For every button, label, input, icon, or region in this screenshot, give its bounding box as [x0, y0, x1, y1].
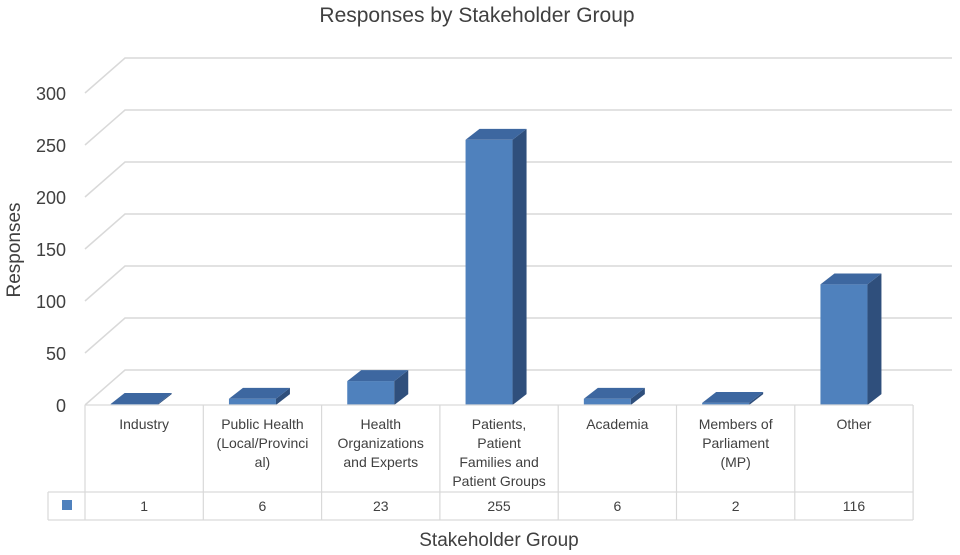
y-axis-ticks: 0 50 100 150 200 250 300 [36, 84, 66, 416]
data-table-value: 6 [259, 498, 267, 514]
x-category-label: Health Organizations and Experts [338, 416, 424, 470]
x-axis-label: Stakeholder Group [419, 530, 579, 551]
x-category-label: Academia [586, 416, 648, 432]
data-table-value: 6 [613, 498, 621, 514]
bar [820, 273, 882, 405]
gridline [84, 265, 952, 302]
y-axis-label: Responses [4, 202, 25, 297]
chart-title: Responses by Stakeholder Group [319, 4, 634, 27]
gridline [84, 369, 952, 406]
y-tick-label: 100 [36, 292, 66, 312]
y-tick-label: 200 [36, 188, 66, 208]
bar [465, 128, 527, 406]
gridline [84, 161, 952, 198]
bars [110, 128, 882, 406]
bar [583, 387, 645, 405]
x-category-label: Patients, Patient Families and Patient Grou… [452, 416, 545, 489]
y-tick-label: 50 [46, 344, 66, 364]
bar [110, 393, 172, 405]
bar [228, 387, 290, 405]
y-tick-label: 300 [36, 84, 66, 104]
legend-key-swatch [62, 500, 72, 510]
data-table-value: 255 [487, 498, 511, 514]
bar [347, 370, 409, 405]
y-tick-label: 0 [56, 396, 66, 416]
y-tick-label: 250 [36, 136, 66, 156]
gridline [84, 57, 952, 94]
gridline [84, 317, 952, 354]
x-category-label: Members of Parliament (MP) [699, 416, 773, 470]
gridline [84, 109, 952, 146]
data-table-value: 23 [373, 498, 389, 514]
data-table-value: 2 [732, 498, 740, 514]
gridlines [84, 57, 952, 406]
bar [702, 392, 764, 405]
y-tick-label: 150 [36, 240, 66, 260]
x-category-label: Other [836, 416, 871, 432]
x-category-label: Industry [119, 416, 169, 432]
x-category-label: Public Health (Local/Provinci al) [217, 416, 309, 470]
data-table-value: 1 [140, 498, 148, 514]
data-table: Industry 1 Public Health (Local/Provinci al)… [47, 404, 914, 521]
data-table-value: 116 [843, 498, 866, 514]
gridline [84, 213, 952, 250]
